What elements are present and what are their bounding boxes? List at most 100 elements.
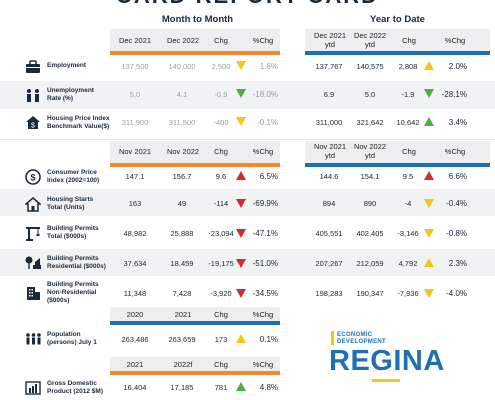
cell-pct: 6.5% (259, 172, 278, 181)
cell-value: -19,175 (208, 259, 234, 268)
header-cell: Nov 2021 ytd (313, 142, 347, 160)
cell-value: 190,347 (356, 289, 384, 298)
cell-value: 212,059 (356, 259, 384, 268)
trend-arrow-icon (236, 382, 246, 391)
header-annual (110, 307, 280, 321)
header-cell: Chg (402, 36, 416, 45)
trend-arrow-icon (424, 117, 434, 126)
cell-value: 17,185 (170, 383, 194, 392)
header-cell: Dec 2022 ytd (353, 31, 387, 49)
cell-value: -0.9 (214, 90, 228, 99)
header-cell: 2022f (173, 360, 193, 369)
cell-value: 263,659 (168, 335, 196, 344)
trend-arrow-icon (236, 334, 246, 343)
trend-arrow-icon (424, 89, 434, 98)
row-label: Building Permits Non-Residential ($000s) (47, 281, 99, 304)
cell-value: -114 (213, 199, 229, 208)
header-cell: 2021 (174, 310, 192, 319)
month-to-month-label: Month to Month (161, 14, 234, 25)
cell-value: -3,146 (397, 229, 419, 238)
cell-value: 173 (214, 335, 228, 344)
cell-value: 49 (177, 199, 187, 208)
trend-arrow-icon (236, 199, 246, 208)
cell-pct: -4.0% (446, 289, 467, 298)
regina-logo: REGINA (329, 345, 445, 377)
cell-value: 894 (322, 199, 336, 208)
logo-accent (331, 331, 334, 345)
trend-arrow-icon (236, 117, 246, 126)
cell-pct: 0.1% (259, 335, 278, 344)
cell-value: 137,500 (121, 62, 149, 71)
cell-value: -3,920 (210, 289, 232, 298)
logo-underline (372, 379, 400, 382)
cell-pct: -28.1% (441, 90, 467, 99)
cell-value: 198,283 (315, 289, 343, 298)
svg-text:$: $ (31, 122, 35, 129)
cell-value: 140,575 (356, 62, 384, 71)
trend-arrow-icon (424, 258, 434, 267)
cell-value: 9.5 (402, 172, 414, 181)
header-month-2 (110, 141, 280, 163)
logo-line-1: ECONOMIC (337, 332, 373, 338)
header-cell: 2020 (126, 310, 144, 319)
header-cell: Chg (214, 36, 228, 45)
logo-line-2: DEVELOPMENT (337, 339, 386, 345)
cell-pct: -47.1% (252, 229, 278, 238)
cell-value: 48,982 (123, 229, 147, 238)
header-cell: Dec 2022 (166, 36, 200, 45)
cell-pct: -0.1% (257, 118, 278, 127)
cell-value: 137,767 (315, 62, 343, 71)
cell-pct: 3.4% (448, 118, 467, 127)
header-cell: Dec 2021 (118, 36, 152, 45)
trend-arrow-icon (424, 289, 434, 298)
house-starts-icon (24, 195, 42, 213)
row-band (0, 81, 495, 109)
cell-value: 140,000 (168, 62, 196, 71)
cell-value: 311,500 (168, 118, 196, 127)
cell-pct: 2.0% (448, 62, 467, 71)
cell-value: 2,808 (398, 62, 418, 71)
cell-value: 5.0 (129, 90, 141, 99)
row-label: Unemployment Rate (%) (47, 87, 94, 102)
trend-arrow-icon (424, 171, 434, 180)
cell-value: 7,428 (172, 289, 192, 298)
header-cell: %Chg (252, 310, 274, 319)
row-label: Building Permits Total ($000s) (47, 225, 99, 240)
row-label: Housing Starts Total (Units) (47, 196, 94, 211)
cell-pct: 1.8% (259, 62, 278, 71)
cell-value: -4 (404, 199, 412, 208)
header-ytd-1 (305, 29, 490, 51)
trend-arrow-icon (236, 289, 246, 298)
cell-pct: 2.3% (448, 259, 467, 268)
trend-arrow-icon (236, 61, 246, 70)
cell-value: 156.7 (172, 172, 192, 181)
cell-value: 207,267 (315, 259, 343, 268)
header-cell: %Chg (252, 36, 274, 45)
office-building-icon (24, 284, 42, 302)
trend-arrow-icon (424, 229, 434, 238)
cell-value: -400 (213, 118, 229, 127)
divider (0, 139, 495, 140)
header-cell: %Chg (252, 147, 274, 156)
header-cell: %Chg (252, 360, 274, 369)
header-cell: %Chg (444, 36, 466, 45)
header-cell: 2021 (126, 360, 144, 369)
cell-value: 311,900 (121, 118, 149, 127)
cell-value: 311,000 (315, 118, 343, 127)
population-icon (24, 330, 42, 348)
header-cell: Chg (402, 147, 416, 156)
cell-value: -23,094 (208, 229, 234, 238)
cell-value: 16,404 (123, 383, 147, 392)
row-band (0, 189, 495, 216)
cell-value: 10,642 (396, 118, 420, 127)
row-label: Gross Domestic Product (2012 $M) (47, 380, 103, 395)
cell-pct: -0.4% (446, 199, 467, 208)
cell-pct: -0.8% (446, 229, 467, 238)
header-cell: Dec 2021 ytd (313, 31, 347, 49)
header-month-1 (110, 29, 280, 51)
header-gdp (110, 357, 280, 371)
row-band (0, 249, 495, 276)
row-label: Housing Price Index Benchmark Value($) (47, 115, 110, 130)
cell-pct: 4.8% (259, 383, 278, 392)
svg-text:$: $ (30, 173, 35, 183)
